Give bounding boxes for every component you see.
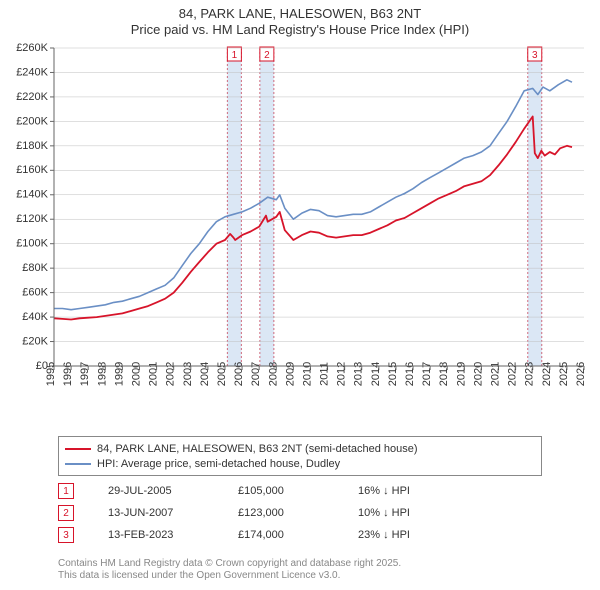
- event-price: £105,000: [238, 485, 358, 497]
- ytick-label: £160K: [16, 164, 48, 176]
- price-chart: 123£0£20K£40K£60K£80K£100K£120K£140K£160…: [0, 42, 600, 432]
- xtick-label: 2001: [148, 362, 160, 386]
- marker-number: 2: [264, 50, 270, 61]
- ytick-label: £20K: [22, 335, 48, 347]
- legend-row: 84, PARK LANE, HALESOWEN, B63 2NT (semi-…: [65, 441, 535, 456]
- xtick-label: 2019: [455, 362, 467, 386]
- xtick-label: 2010: [301, 362, 313, 386]
- event-number: 3: [58, 527, 74, 543]
- event-price: £123,000: [238, 507, 358, 519]
- xtick-label: 2000: [130, 362, 142, 386]
- event-number: 2: [58, 505, 74, 521]
- xtick-label: 1998: [96, 362, 108, 386]
- xtick-label: 1995: [45, 362, 57, 386]
- marker-number: 1: [232, 50, 238, 61]
- event-row: 2 13-JUN-2007£123,00010% ↓ HPI: [58, 502, 558, 524]
- xtick-label: 2025: [558, 362, 570, 386]
- xtick-label: 2013: [353, 362, 365, 386]
- event-date: 13-FEB-2023: [108, 529, 238, 541]
- xtick-label: 1999: [113, 362, 125, 386]
- ytick-label: £140K: [16, 189, 48, 201]
- marker-band: [260, 48, 274, 366]
- xtick-label: 2021: [490, 362, 502, 386]
- event-number: 1: [58, 483, 74, 499]
- attribution: Contains HM Land Registry data © Crown c…: [58, 558, 401, 582]
- attribution-line1: Contains HM Land Registry data © Crown c…: [58, 558, 401, 570]
- event-price: £174,000: [238, 529, 358, 541]
- legend-swatch: [65, 463, 91, 465]
- event-row: 3 13-FEB-2023£174,00023% ↓ HPI: [58, 524, 558, 546]
- ytick-label: £40K: [22, 311, 48, 323]
- marker-number: 3: [532, 50, 538, 61]
- event-date: 13-JUN-2007: [108, 507, 238, 519]
- event-date: 29-JUL-2005: [108, 485, 238, 497]
- event-row: 1 29-JUL-2005£105,00016% ↓ HPI: [58, 480, 558, 502]
- xtick-label: 2007: [250, 362, 262, 386]
- ytick-label: £100K: [16, 238, 48, 250]
- xtick-label: 2026: [575, 362, 587, 386]
- xtick-label: 2004: [199, 362, 211, 386]
- marker-band: [227, 48, 241, 366]
- title-subtitle: Price paid vs. HM Land Registry's House …: [0, 22, 600, 38]
- xtick-label: 2008: [267, 362, 279, 386]
- ytick-label: £220K: [16, 91, 48, 103]
- ytick-label: £60K: [22, 287, 48, 299]
- attribution-line2: This data is licensed under the Open Gov…: [58, 570, 401, 582]
- marker-band: [528, 48, 542, 366]
- xtick-label: 2024: [541, 362, 553, 386]
- xtick-label: 2014: [370, 362, 382, 386]
- legend-swatch: [65, 448, 91, 450]
- event-table: 1 29-JUL-2005£105,00016% ↓ HPI 2 13-JUN-200…: [58, 480, 558, 546]
- series-line: [54, 117, 572, 320]
- xtick-label: 2015: [387, 362, 399, 386]
- xtick-label: 2002: [165, 362, 177, 386]
- legend-row: HPI: Average price, semi-detached house,…: [65, 456, 535, 471]
- event-diff: 10% ↓ HPI: [358, 507, 478, 519]
- xtick-label: 2016: [404, 362, 416, 386]
- ytick-label: £180K: [16, 140, 48, 152]
- xtick-label: 2003: [182, 362, 194, 386]
- ytick-label: £200K: [16, 115, 48, 127]
- ytick-label: £120K: [16, 213, 48, 225]
- xtick-label: 2020: [472, 362, 484, 386]
- event-diff: 23% ↓ HPI: [358, 529, 478, 541]
- xtick-label: 2005: [216, 362, 228, 386]
- ytick-label: £260K: [16, 42, 48, 54]
- ytick-label: £240K: [16, 66, 48, 78]
- xtick-label: 2023: [524, 362, 536, 386]
- event-diff: 16% ↓ HPI: [358, 485, 478, 497]
- ytick-label: £80K: [22, 262, 48, 274]
- xtick-label: 2022: [507, 362, 519, 386]
- legend: 84, PARK LANE, HALESOWEN, B63 2NT (semi-…: [58, 436, 542, 476]
- legend-label: HPI: Average price, semi-detached house,…: [97, 458, 340, 470]
- xtick-label: 1996: [62, 362, 74, 386]
- legend-label: 84, PARK LANE, HALESOWEN, B63 2NT (semi-…: [97, 443, 418, 455]
- xtick-label: 2012: [336, 362, 348, 386]
- xtick-label: 1997: [79, 362, 91, 386]
- xtick-label: 2018: [438, 362, 450, 386]
- xtick-label: 2006: [233, 362, 245, 386]
- xtick-label: 2017: [421, 362, 433, 386]
- title-address: 84, PARK LANE, HALESOWEN, B63 2NT: [0, 6, 600, 22]
- xtick-label: 2009: [284, 362, 296, 386]
